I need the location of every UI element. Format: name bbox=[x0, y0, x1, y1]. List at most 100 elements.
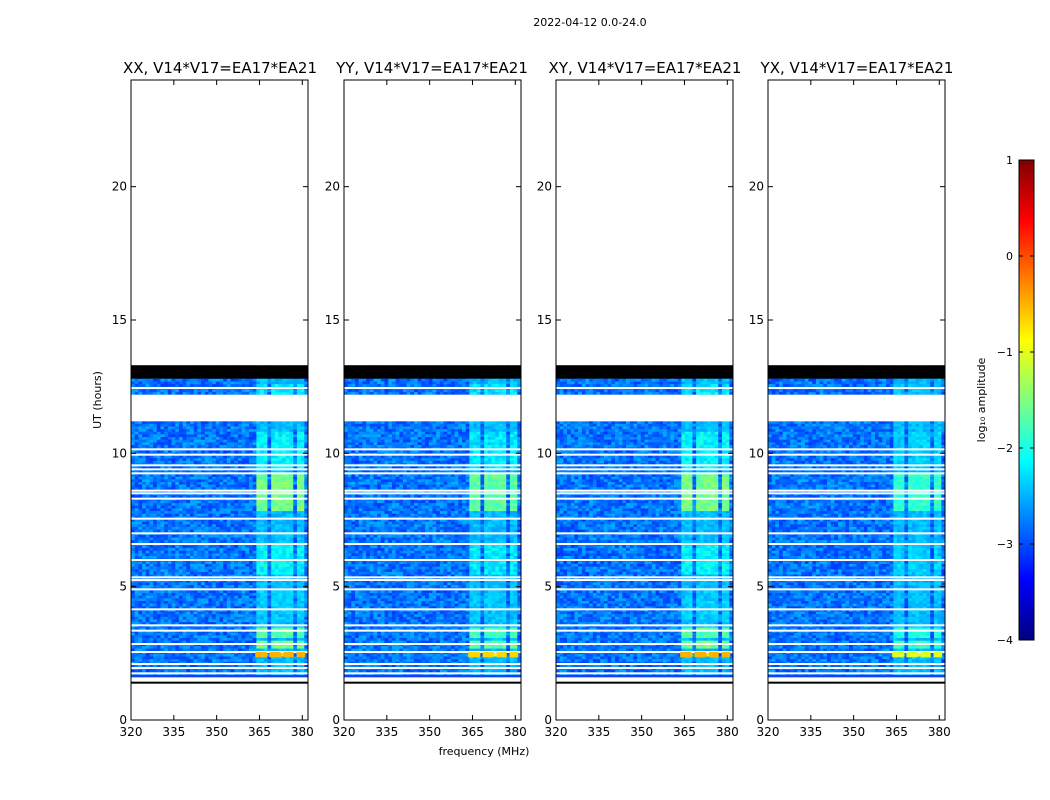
heatmap-cell bbox=[197, 495, 201, 498]
heatmap-cell bbox=[131, 572, 135, 575]
heatmap-cell bbox=[267, 556, 271, 559]
heatmap-cell bbox=[227, 550, 231, 553]
heatmap-cell bbox=[256, 434, 260, 437]
heatmap-cell bbox=[142, 548, 146, 551]
heatmap-cell bbox=[220, 553, 224, 556]
heatmap-cell bbox=[201, 511, 205, 514]
heatmap-cell bbox=[238, 566, 242, 569]
heatmap-cell bbox=[282, 500, 286, 503]
heatmap-cell bbox=[253, 458, 257, 461]
heatmap-cell bbox=[231, 598, 235, 601]
heatmap-cell bbox=[168, 487, 172, 490]
heatmap-cell bbox=[194, 566, 198, 569]
heatmap-cell bbox=[220, 431, 224, 434]
heatmap-cell bbox=[194, 524, 198, 527]
heatmap-cell bbox=[238, 437, 242, 440]
heatmap-cell bbox=[301, 595, 305, 598]
heatmap-cell bbox=[271, 524, 275, 527]
heatmap-cell bbox=[172, 669, 176, 672]
heatmap-cell bbox=[282, 429, 286, 432]
heatmap-cell bbox=[164, 505, 168, 508]
heatmap-cell bbox=[172, 617, 176, 620]
heatmap-cell bbox=[197, 566, 201, 569]
heatmap-cell bbox=[153, 431, 157, 434]
heatmap-cell bbox=[186, 585, 190, 588]
heatmap-cell bbox=[142, 513, 146, 516]
heatmap-cell bbox=[186, 564, 190, 567]
heatmap-cell bbox=[297, 505, 301, 508]
heatmap-cell bbox=[212, 640, 216, 643]
heatmap-cell bbox=[208, 389, 212, 392]
heatmap-cell bbox=[293, 582, 297, 585]
heatmap-cell bbox=[161, 540, 165, 543]
heatmap-cell bbox=[179, 476, 183, 479]
heatmap-cell bbox=[275, 503, 279, 506]
heatmap-cell bbox=[153, 640, 157, 643]
heatmap-cell bbox=[142, 540, 146, 543]
heatmap-cell bbox=[153, 572, 157, 575]
heatmap-cell bbox=[157, 595, 161, 598]
heatmap-cell bbox=[253, 426, 257, 429]
heatmap-cell bbox=[135, 669, 139, 672]
heatmap-cell bbox=[260, 572, 264, 575]
heatmap-cell bbox=[149, 505, 153, 508]
heatmap-cell bbox=[146, 450, 150, 453]
heatmap-cell bbox=[220, 445, 224, 448]
heatmap-cell bbox=[256, 524, 260, 527]
heatmap-cell bbox=[183, 611, 187, 614]
heatmap-cell bbox=[253, 384, 257, 387]
heatmap-cell bbox=[282, 527, 286, 530]
heatmap-cell bbox=[271, 424, 275, 427]
heatmap-cell bbox=[168, 500, 172, 503]
heatmap-cell bbox=[223, 511, 227, 514]
heatmap-cell bbox=[194, 659, 198, 662]
heatmap-cell bbox=[279, 572, 283, 575]
heatmap-cell bbox=[157, 598, 161, 601]
heatmap-cell bbox=[197, 527, 201, 530]
heatmap-cell bbox=[197, 513, 201, 516]
heatmap-cell bbox=[223, 535, 227, 538]
heatmap-cell bbox=[212, 508, 216, 511]
heatmap-cell bbox=[275, 638, 279, 641]
heatmap-cell bbox=[161, 384, 165, 387]
heatmap-cell bbox=[153, 654, 157, 657]
heatmap-cell bbox=[194, 619, 198, 622]
heatmap-cell bbox=[231, 582, 235, 585]
heatmap-cell bbox=[216, 503, 220, 506]
heatmap-cell bbox=[267, 424, 271, 427]
heatmap-cell bbox=[249, 503, 253, 506]
heatmap-cell bbox=[234, 458, 238, 461]
heatmap-cell bbox=[238, 426, 242, 429]
heatmap-cell bbox=[264, 582, 268, 585]
heatmap-cell bbox=[260, 389, 264, 392]
heatmap-cell bbox=[135, 476, 139, 479]
heatmap-cell bbox=[212, 527, 216, 530]
heatmap-cell bbox=[142, 495, 146, 498]
heatmap-cell bbox=[216, 646, 220, 649]
heatmap-cell bbox=[138, 484, 142, 487]
heatmap-cell bbox=[131, 648, 135, 651]
heatmap-cell bbox=[238, 614, 242, 617]
heatmap-cell bbox=[286, 593, 290, 596]
heatmap-cell bbox=[290, 566, 294, 569]
heatmap-cell bbox=[231, 593, 235, 596]
heatmap-cell bbox=[227, 379, 231, 382]
heatmap-cell bbox=[301, 482, 305, 485]
heatmap-cell bbox=[297, 487, 301, 490]
heatmap-cell bbox=[164, 646, 168, 649]
heatmap-cell bbox=[135, 500, 139, 503]
heatmap-cell bbox=[227, 572, 231, 575]
heatmap-cell bbox=[220, 381, 224, 384]
heatmap-cell bbox=[142, 461, 146, 464]
heatmap-cell bbox=[138, 513, 142, 516]
heatmap-cell bbox=[253, 505, 257, 508]
heatmap-cell bbox=[275, 611, 279, 614]
heatmap-cell bbox=[286, 535, 290, 538]
heatmap-cell bbox=[220, 659, 224, 662]
heatmap-cell bbox=[142, 392, 146, 395]
heatmap-cell bbox=[293, 614, 297, 617]
heatmap-cell bbox=[227, 590, 231, 593]
heatmap-cell bbox=[131, 429, 135, 432]
heatmap-cell bbox=[146, 429, 150, 432]
heatmap-cell bbox=[142, 635, 146, 638]
